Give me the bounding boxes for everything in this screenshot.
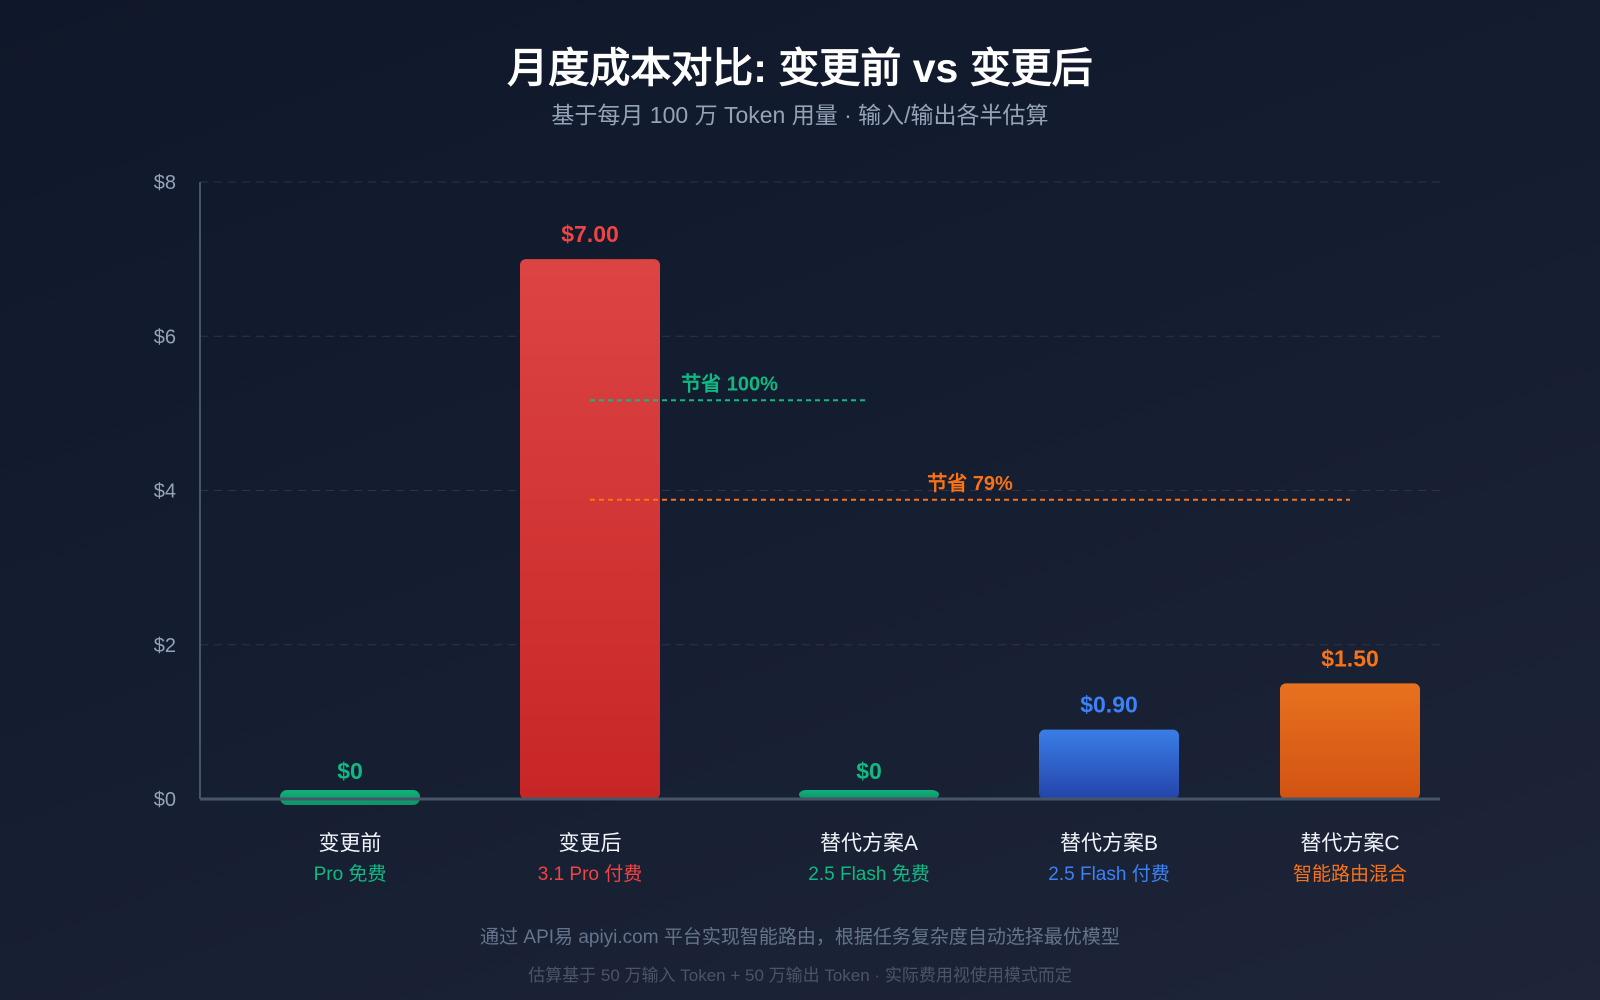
category-label: 替代方案C [1300, 832, 1399, 855]
y-tick-label: $8 [154, 172, 176, 194]
value-label: $1.50 [1321, 645, 1379, 671]
chart-subtitle: 基于每月 100 万 Token 用量 · 输入/输出各半估算 [551, 102, 1049, 128]
value-label: $0 [856, 758, 882, 784]
savings-label: 节省 100% [681, 371, 778, 395]
footer-note: 通过 API易 apiyi.com 平台实现智能路由，根据任务复杂度自动选择最优… [480, 927, 1120, 948]
bar-5 [1280, 683, 1420, 799]
category-sublabel: 3.1 Pro 付费 [538, 863, 643, 885]
y-tick-label: $4 [154, 481, 176, 503]
savings-label: 节省 79% [927, 471, 1013, 495]
y-tick-label: $2 [154, 635, 176, 657]
category-sublabel: 2.5 Flash 付费 [1048, 863, 1169, 885]
y-tick-label: $6 [154, 326, 176, 348]
bar-2 [520, 259, 660, 799]
footer-disclaimer: 估算基于 50 万输入 Token + 50 万输出 Token · 实际费用视… [528, 966, 1072, 985]
category-sublabel: 智能路由混合 [1293, 863, 1407, 885]
category-sublabel: Pro 免费 [314, 863, 387, 885]
bar-4 [1039, 729, 1179, 799]
y-tick-label: $0 [154, 789, 176, 811]
category-label: 替代方案A [820, 832, 918, 855]
category-label: 变更前 [319, 832, 382, 855]
value-label: $7.00 [561, 221, 619, 247]
bar-3 [799, 790, 939, 799]
value-label: $0 [337, 758, 363, 784]
value-label: $0.90 [1080, 692, 1138, 718]
category-label: 变更后 [559, 832, 622, 855]
chart-title: 月度成本对比: 变更前 vs 变更后 [507, 45, 1093, 91]
category-label: 替代方案B [1060, 832, 1158, 855]
category-sublabel: 2.5 Flash 免费 [808, 863, 929, 885]
